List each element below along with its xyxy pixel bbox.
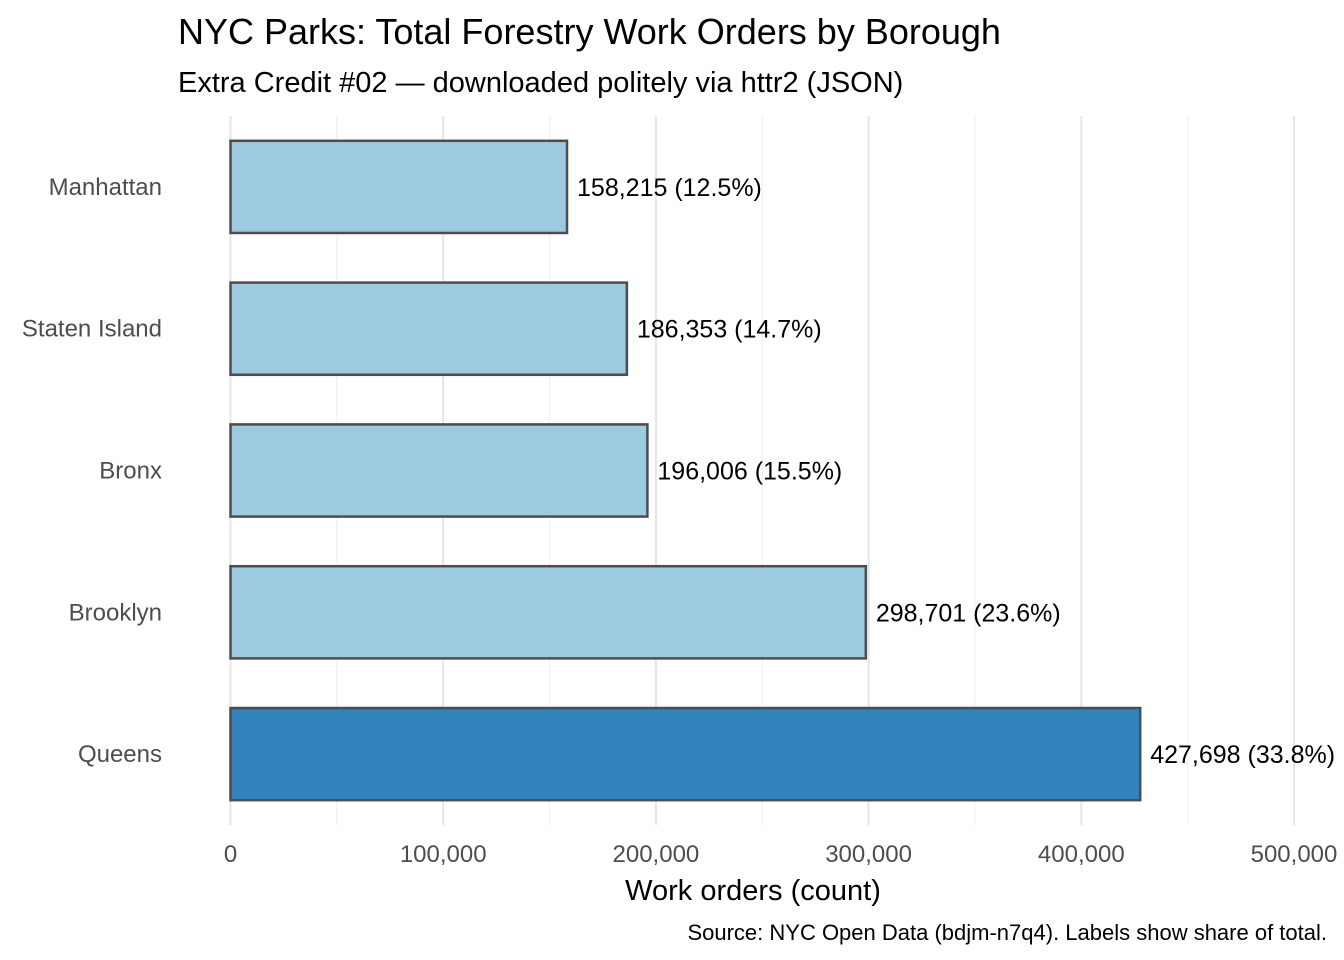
x-axis-title: Work orders (count) xyxy=(625,875,881,907)
data-labels: 158,215 (12.5%) 186,353 (14.7%) 196,006 (1… xyxy=(577,174,1335,769)
data-label: 427,698 (33.8%) xyxy=(1150,741,1335,769)
bar-staten-island xyxy=(229,281,629,377)
x-tick-label: 200,000 xyxy=(613,841,700,868)
bar-brooklyn xyxy=(229,564,868,660)
bars xyxy=(229,139,1142,802)
bar-manhattan xyxy=(229,139,569,235)
data-label: 186,353 (14.7%) xyxy=(637,316,822,344)
category-label: Staten Island xyxy=(22,316,162,343)
x-tick-label: 0 xyxy=(224,841,237,868)
category-label: Bronx xyxy=(99,458,162,485)
category-labels: Manhattan Staten Island Bronx Brooklyn Queen… xyxy=(22,174,162,768)
category-label: Manhattan xyxy=(49,174,162,201)
category-label: Brooklyn xyxy=(69,599,162,626)
x-axis-tick-labels: 0 100,000 200,000 300,000 400,000 500,000 xyxy=(224,841,1338,868)
bar-queens xyxy=(229,706,1142,802)
chart-caption: Source: NYC Open Data (bdjm-n7q4). Label… xyxy=(687,920,1327,945)
bar-bronx xyxy=(229,423,649,518)
data-label: 298,701 (23.6%) xyxy=(876,599,1061,627)
chart-subtitle: Extra Credit #02 — downloaded politely v… xyxy=(178,67,903,99)
x-tick-label: 400,000 xyxy=(1038,841,1125,868)
data-label: 196,006 (15.5%) xyxy=(657,458,842,486)
x-tick-label: 100,000 xyxy=(400,841,487,868)
x-tick-label: 500,000 xyxy=(1251,841,1338,868)
data-label: 158,215 (12.5%) xyxy=(577,174,762,202)
chart-title: NYC Parks: Total Forestry Work Orders by… xyxy=(178,11,1001,52)
x-tick-label: 300,000 xyxy=(825,841,912,868)
category-label: Queens xyxy=(78,741,162,768)
